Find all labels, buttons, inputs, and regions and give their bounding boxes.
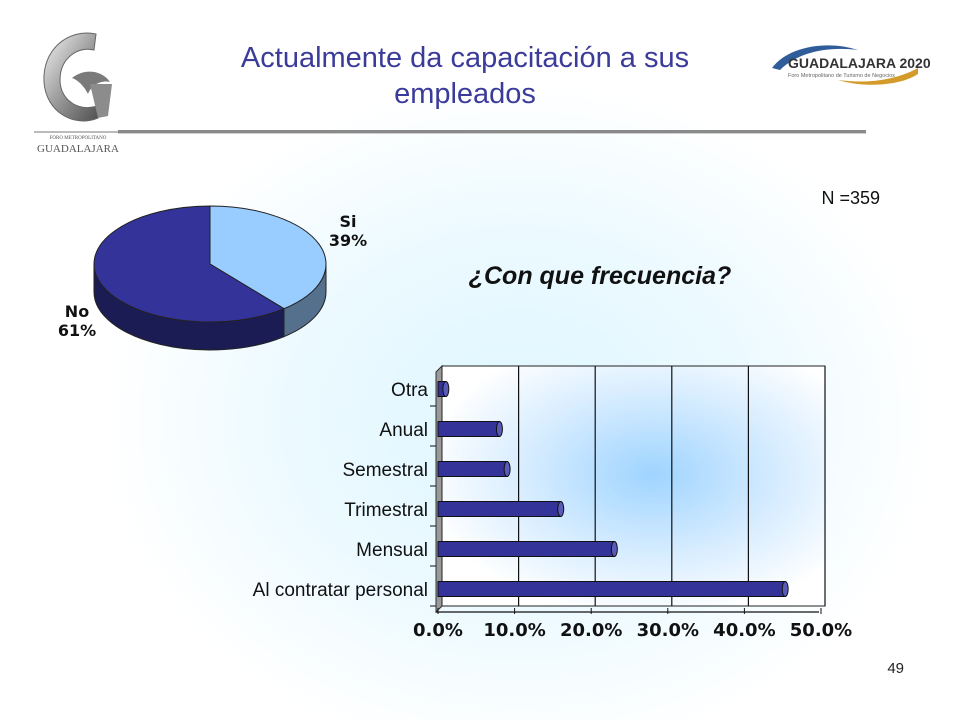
x-tick-label: 40.0% xyxy=(713,620,775,641)
x-tick-label: 30.0% xyxy=(637,620,699,641)
y-tick-label: Otra xyxy=(391,380,428,401)
slide-title-line-1: Actualmente da capacitación a sus xyxy=(240,42,690,74)
logo-left-small-text: FORO METROPOLITANO xyxy=(50,136,107,141)
logo-right-small-text: Foro Metropolitano de Turismo de Negocio… xyxy=(788,73,895,79)
x-tick-label: 0.0% xyxy=(413,620,463,641)
pie-label-si: Si 39% xyxy=(318,212,378,250)
pie-label-no: No 61% xyxy=(44,302,110,340)
pie-slice-si xyxy=(209,205,327,310)
y-tick-label: Al contratar personal xyxy=(253,580,428,601)
bar-cap xyxy=(781,581,789,597)
pie-label-si-name: Si xyxy=(339,212,357,231)
bar-cap xyxy=(557,501,565,517)
y-tick-label: Trimestral xyxy=(344,500,428,521)
sample-size-label: N =359 xyxy=(821,188,880,208)
bar-cap xyxy=(610,541,618,557)
page-number: 49 xyxy=(887,660,904,677)
slide-title-line-2: empleados xyxy=(394,78,536,110)
logo-left-text: GUADALAJARA xyxy=(37,143,119,155)
chart-question-title: ¿Con que frecuencia? xyxy=(468,262,732,290)
guadalajara-2020-logo: GUADALAJARA 2020 Foro Metropolitano de T… xyxy=(768,40,938,95)
y-tick-label: Semestral xyxy=(342,460,428,481)
bar-chart-plot-area xyxy=(441,365,826,607)
y-tick-label: Mensual xyxy=(356,540,428,561)
x-tick-label: 20.0% xyxy=(560,620,622,641)
bar-chart-side-wall xyxy=(435,364,443,614)
bar-semestral xyxy=(437,461,508,477)
pie-label-no-percent: 61% xyxy=(57,321,97,340)
bar-chart: 0.0% 10.0% 20.0% 30.0% 40.0% 50.0% Otra Anual Se… xyxy=(253,364,852,641)
y-tick-label: Anual xyxy=(379,420,428,441)
title-divider xyxy=(118,130,866,133)
pie-slice-no xyxy=(93,205,286,323)
x-tick-label: 50.0% xyxy=(790,620,852,641)
pie-label-si-percent: 39% xyxy=(328,231,368,250)
pie-label-no-name: No xyxy=(64,302,90,321)
x-tick-label: 10.0% xyxy=(483,620,545,641)
bar-trimestral xyxy=(437,501,562,517)
foro-metropolitano-logo: FORO METROPOLITANO GUADALAJARA xyxy=(28,20,128,165)
logo-right-text: GUADALAJARA 2020 xyxy=(788,55,931,71)
pie-chart xyxy=(93,205,327,351)
bar-anual xyxy=(437,421,500,437)
bar-cap xyxy=(495,421,503,437)
bar-cap xyxy=(503,461,511,477)
bar-al-contratar-personal xyxy=(437,581,786,597)
bar-mensual xyxy=(437,541,615,557)
bar-cap xyxy=(442,381,450,397)
